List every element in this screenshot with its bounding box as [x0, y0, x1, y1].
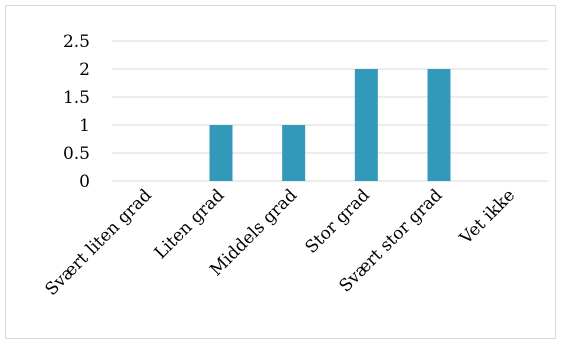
x-category-label: Vet ikke [455, 185, 519, 249]
x-category-label: Liten grad [151, 185, 229, 263]
bar [427, 69, 451, 181]
gridlines [112, 40, 548, 182]
y-tick-label: 2.5 [63, 32, 90, 52]
y-tick-label: 0.5 [63, 144, 90, 164]
x-category-label: Stor grad [302, 185, 374, 257]
bars [209, 69, 451, 181]
y-tick-label: 1 [79, 116, 90, 136]
y-tick-label: 0 [79, 172, 90, 192]
bar [354, 69, 378, 181]
x-category-label: Svært liten grad [41, 185, 155, 299]
bar [209, 125, 233, 181]
chart-frame [5, 5, 556, 339]
y-tick-label: 1.5 [63, 88, 90, 108]
bar [282, 125, 306, 181]
y-tick-label: 2 [79, 60, 90, 80]
y-axis-ticks: 0 0.5 1 1.5 2 2.5 [63, 32, 90, 192]
